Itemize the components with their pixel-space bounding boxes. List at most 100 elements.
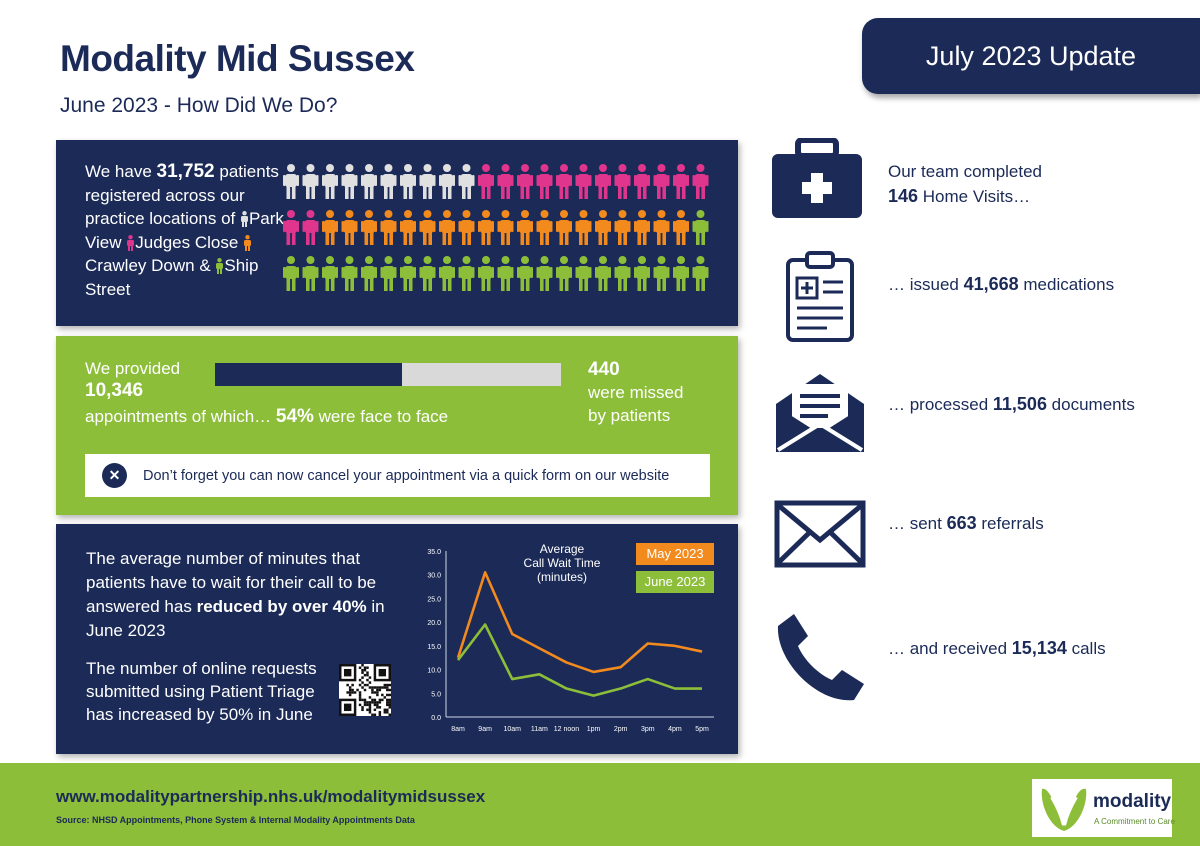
patient-figure: [361, 210, 377, 245]
appointments-count: 10,346: [85, 380, 144, 401]
patient-figure: [322, 256, 338, 291]
patient-figure: [419, 164, 436, 199]
face-to-face-bar: [215, 363, 561, 386]
patient-figure: [653, 256, 670, 291]
registered-text: We have 31,752 patients registered acros…: [85, 161, 284, 299]
patient-figure: [497, 256, 514, 291]
x-tick-label: 4pm: [668, 726, 682, 733]
documents-stat: … processed 11,506 documents: [888, 394, 1135, 414]
patient-figure: [361, 256, 377, 291]
wait-time-text: The average number of minutes that patie…: [86, 549, 385, 640]
legend-label: May 2023: [646, 546, 703, 561]
x-tick-label: 12 noon: [554, 726, 579, 733]
patient-figure: [595, 210, 611, 245]
y-tick-label: 5.0: [431, 691, 441, 698]
patient-figure: [361, 164, 377, 199]
chart-title: (minutes): [537, 570, 587, 584]
patient-figure: [439, 210, 455, 245]
patient-figure: [302, 256, 319, 291]
page-title: Modality Mid Sussex: [60, 38, 415, 79]
patient-figure: [517, 164, 533, 199]
referrals-count: 663: [946, 513, 977, 533]
patient-figure: [380, 210, 397, 245]
referrals-stat: … sent 663 referrals: [888, 513, 1044, 533]
patient-figure: [517, 210, 533, 245]
location-park-view: Park View: [85, 209, 284, 252]
patient-figure: [400, 164, 416, 199]
patient-figure: [458, 256, 475, 291]
open-envelope-icon: [776, 374, 864, 452]
online-requests-text: The number of online requests submitted …: [86, 659, 317, 724]
y-tick-label: 0.0: [431, 715, 441, 722]
location-judges-close: Judges Close: [135, 232, 239, 252]
cancel-notice[interactable]: ✕ Don’t forget you can now cancel your a…: [85, 454, 710, 497]
legend-swatch: [636, 571, 714, 593]
appointments-provided: We provided 10,346: [85, 359, 181, 401]
person-icon-pink: [127, 234, 135, 251]
x-tick-label: 8am: [451, 726, 465, 733]
x-tick-label: 5pm: [695, 726, 709, 733]
location-crawley-down: Crawley Down: [85, 256, 195, 275]
appointments-panel: We provided 10,346 appointments of which…: [56, 336, 738, 515]
location-ship-street: Ship Street: [85, 256, 259, 299]
modality-logo: modality A Commitment to Care: [1032, 779, 1175, 837]
documents-count: 11,506: [992, 394, 1047, 414]
person-icon-orange: [244, 234, 252, 251]
patient-figure: [478, 210, 494, 245]
call-wait-panel: The average number of minutes that patie…: [56, 524, 738, 754]
patient-figure: [536, 164, 553, 199]
envelope-icon: [774, 500, 866, 568]
x-tick-label: 2pm: [614, 726, 628, 733]
patient-figure: [439, 164, 455, 199]
x-tick-label: 1pm: [587, 726, 601, 733]
page-subtitle: June 2023 - How Did We Do?: [60, 94, 338, 117]
person-icon-white: [240, 211, 248, 227]
patient-figure: [634, 256, 650, 291]
patient-figure: [556, 256, 572, 291]
qr-code[interactable]: [339, 664, 391, 716]
missed-appointments: 440 were missed by patients: [588, 359, 684, 425]
patient-figure: [556, 164, 572, 199]
medical-kit-icon: [772, 138, 862, 218]
patient-figure: [595, 164, 611, 199]
y-tick-label: 25.0: [427, 596, 441, 603]
patient-figure: [322, 210, 338, 245]
patient-figure: [614, 210, 631, 245]
y-tick-label: 20.0: [427, 620, 441, 627]
source-note: Source: NHSD Appointments, Phone System …: [56, 815, 415, 825]
patient-figure: [614, 256, 631, 291]
home-visits-stat: Our team completed 146 Home Visits…: [888, 162, 1043, 206]
series-line: [456, 623, 702, 697]
patient-figure: [283, 256, 299, 291]
patient-figure: [400, 256, 416, 291]
patient-figure: [536, 210, 553, 245]
chart-title: Average: [540, 542, 585, 556]
patient-figure: [556, 210, 572, 245]
patient-figure: [497, 210, 514, 245]
x-tick-label: 9am: [478, 726, 492, 733]
y-tick-label: 15.0: [427, 644, 441, 651]
y-tick-label: 10.0: [427, 668, 441, 675]
patient-figure: [419, 256, 436, 291]
patient-figure: [653, 210, 670, 245]
patient-figure: [497, 164, 514, 199]
patient-figure: [575, 210, 592, 245]
x-tick-label: 11am: [531, 726, 548, 733]
registered-patients-panel: We have 31,752 patients registered acros…: [56, 140, 738, 326]
patient-figure: [692, 256, 709, 291]
patient-figure: [302, 210, 319, 245]
medications-count: 41,668: [963, 274, 1019, 294]
patient-figure: [458, 164, 475, 199]
cancel-notice-text: Don’t forget you can now cancel your app…: [143, 467, 670, 484]
series-line: [456, 571, 703, 674]
patient-figures: [283, 164, 709, 291]
close-circle-icon: ✕: [102, 463, 127, 488]
missed-count: 440: [588, 359, 620, 380]
face-to-face-pct: 54%: [275, 406, 314, 427]
phone-icon: [777, 614, 864, 701]
legend-swatch: [636, 543, 714, 565]
patient-figure: [302, 164, 319, 199]
logo-mark-icon: [1041, 788, 1087, 831]
patient-figure: [653, 164, 670, 199]
website-link[interactable]: www.modalitypartnership.nhs.uk/modalitym…: [56, 787, 486, 806]
